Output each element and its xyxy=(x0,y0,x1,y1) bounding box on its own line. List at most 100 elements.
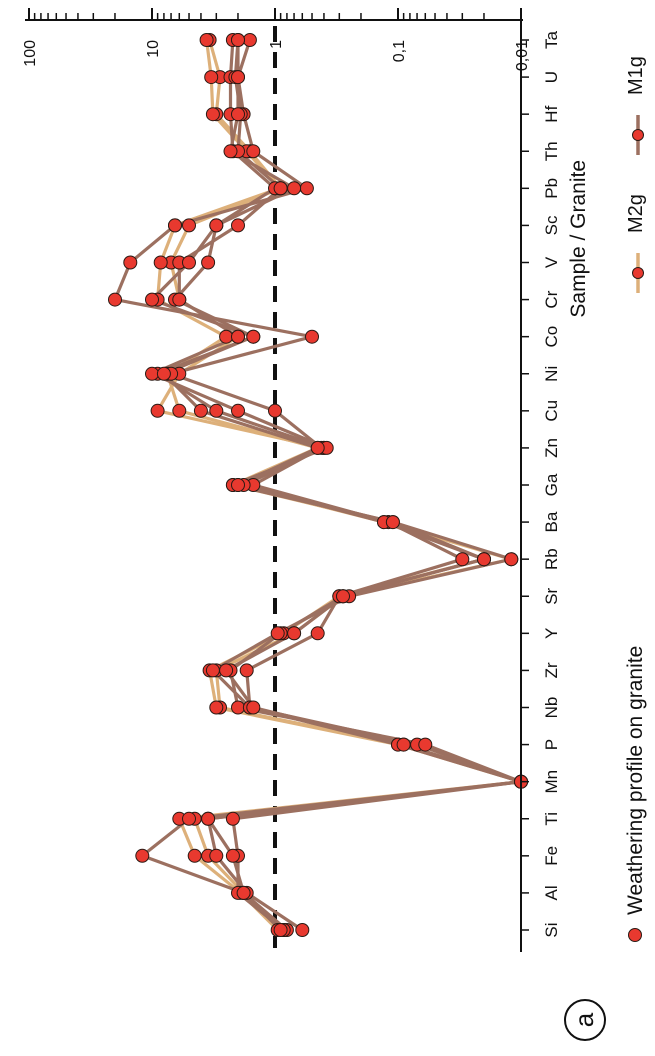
data-point-m1g-5-rb xyxy=(477,552,491,567)
data-point-m1g-5-sr xyxy=(336,589,350,604)
data-point-m1g-5-fe xyxy=(225,848,240,863)
data-point-m1g-4-cu xyxy=(231,403,245,418)
data-point-m2g-1-co xyxy=(219,329,234,344)
data-point-m1g-3-cu xyxy=(209,403,224,418)
panel-label-circle xyxy=(564,999,606,1041)
legend-label-m2g: M2g xyxy=(625,194,647,233)
series-line-m1g-2 xyxy=(113,38,523,932)
series-line-m1g-5 xyxy=(150,38,523,932)
category-label-th: Th xyxy=(542,141,561,161)
data-point-m1g-2-ti xyxy=(182,811,196,826)
data-point-m1g-3-v xyxy=(201,255,216,270)
data-point-m1g-4-sc xyxy=(231,218,245,233)
series-line-m1g-4 xyxy=(150,38,523,932)
data-point-m2g-1-u xyxy=(204,70,219,85)
data-point-m1g-2-cu xyxy=(268,403,282,418)
data-point-m1g-2-fe xyxy=(135,848,150,863)
category-label-pb: Pb xyxy=(542,178,561,199)
legend-marker-m2g xyxy=(632,267,644,279)
data-point-m1g-5-si xyxy=(273,923,288,937)
data-point-m1g-5-th xyxy=(223,144,238,159)
data-point-m1g-5-pb xyxy=(287,181,302,196)
category-label-nb: Nb xyxy=(542,697,561,719)
data-point-m1g-2-zr xyxy=(239,663,254,678)
data-point-m1g-4-zr xyxy=(205,663,220,678)
data-point-m1g-5-v xyxy=(182,255,196,270)
category-label-ga: Ga xyxy=(542,473,561,496)
data-point-m1g-4-ni xyxy=(145,366,159,381)
category-label-mn: Mn xyxy=(542,770,561,794)
data-point-m1g-5-ti xyxy=(201,811,216,826)
category-label-sc: Sc xyxy=(542,215,561,235)
value-tick-label: 0,1 xyxy=(391,40,408,62)
data-point-m1g-5-zn xyxy=(310,440,325,455)
category-label-zn: Zn xyxy=(542,438,561,458)
value-tick-label: 1 xyxy=(268,40,285,49)
series-line-m2g-0 xyxy=(156,38,523,932)
data-point-m1g-4-y xyxy=(270,626,285,641)
legend-marker-profile xyxy=(628,928,642,942)
data-point-m1g-5-hf xyxy=(231,107,245,122)
data-point-m1g-5-co xyxy=(246,329,261,344)
legend-marker-m1g xyxy=(632,129,644,141)
category-label-ni: Ni xyxy=(542,366,561,382)
data-point-m1g-5-ni xyxy=(156,366,171,381)
legend-title: Weathering profile on granite xyxy=(624,646,647,915)
category-label-hf: Hf xyxy=(542,105,561,122)
data-point-m1g-5-ta xyxy=(231,33,245,47)
value-tick-label: 100 xyxy=(22,40,39,67)
category-label-sr: Sr xyxy=(542,587,561,604)
data-point-m1g-3-ti xyxy=(225,811,240,826)
data-point-m1g-5-nb xyxy=(246,700,261,715)
data-point-m1g-5-ba xyxy=(385,515,400,530)
data-point-m1g-5-cr xyxy=(145,292,159,307)
data-point-m2g-0-sc xyxy=(182,218,196,233)
data-point-m2g-1-v xyxy=(153,255,168,270)
data-point-m1g-5-y xyxy=(287,626,302,641)
category-label-y: Y xyxy=(542,628,561,639)
data-point-m1g-5-cu xyxy=(193,403,208,418)
data-point-m1g-2-pb xyxy=(299,181,314,196)
data-point-m1g-4-co xyxy=(231,329,245,344)
category-label-rb: Rb xyxy=(542,548,561,570)
panel-label: a xyxy=(569,1012,599,1027)
data-point-m1g-3-p xyxy=(418,737,433,752)
data-point-m1g-2-cr xyxy=(108,292,122,307)
category-label-al: Al xyxy=(542,885,561,900)
data-point-m1g-5-sc xyxy=(209,218,224,233)
data-point-m1g-2-th xyxy=(246,144,261,159)
data-point-m1g-2-rb xyxy=(455,552,470,567)
series-line-m1g-3 xyxy=(156,38,523,932)
category-label-ba: Ba xyxy=(542,511,561,532)
data-point-m1g-5-zr xyxy=(219,663,234,678)
data-point-m1g-5-p xyxy=(396,737,411,752)
value-tick-label: 10 xyxy=(145,40,162,58)
data-point-m1g-4-fe xyxy=(209,848,224,863)
category-label-ti: Ti xyxy=(542,812,561,826)
data-point-m2g-1-ta xyxy=(199,33,214,47)
data-point-m2g-1-hf xyxy=(205,107,220,122)
data-point-m2g-1-fe xyxy=(187,848,202,863)
data-point-m1g-2-co xyxy=(305,329,319,344)
data-point-m2g-1-nb xyxy=(209,700,224,715)
data-point-m1g-5-u xyxy=(231,70,245,85)
data-point-m1g-2-ta xyxy=(242,33,257,47)
value-axis-title: Sample / Granite xyxy=(567,160,590,318)
category-label-v: V xyxy=(542,256,561,268)
legend-label-m1g: M1g xyxy=(625,56,647,95)
category-label-ta: Ta xyxy=(542,30,561,49)
series-line-m2g-1 xyxy=(156,38,523,932)
data-point-m1g-4-pb xyxy=(273,181,288,196)
data-point-m1g-5-ga xyxy=(231,478,245,492)
data-point-m1g-2-sc xyxy=(168,218,182,233)
category-label-fe: Fe xyxy=(542,846,561,866)
category-label-cr: Cr xyxy=(542,290,561,308)
data-point-m1g-4-cr xyxy=(172,292,187,307)
category-label-cu: Cu xyxy=(542,400,561,422)
data-point-m2g-1-cu xyxy=(172,403,187,418)
data-point-m2g-0-cu xyxy=(150,403,165,418)
data-point-m1g-2-v xyxy=(123,255,138,270)
data-point-m1g-4-si xyxy=(295,923,310,937)
category-label-p: P xyxy=(542,739,561,750)
